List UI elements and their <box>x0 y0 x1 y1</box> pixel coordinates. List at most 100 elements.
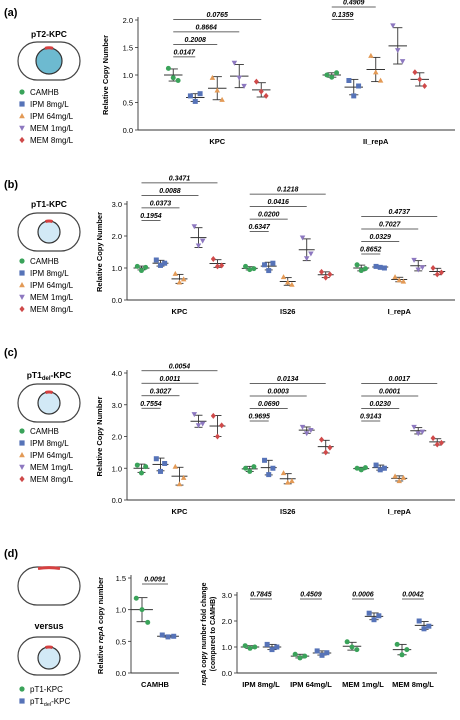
panel-c-plasmid-block: pT1del-KPC <box>17 370 81 423</box>
data-point <box>373 263 379 269</box>
plasmid-circle-c <box>37 391 61 415</box>
y-axis-label: Relative Copy Number <box>95 212 104 292</box>
legend-marker-2 <box>19 452 25 458</box>
p-value-label: 0.0003 <box>268 388 290 395</box>
data-point <box>270 260 276 266</box>
legend-panel-c: CAMHB IPM 8mg/L IPM 64mg/L MEM 1mg/L MEM 8mg… <box>19 427 74 484</box>
data-point <box>426 623 432 629</box>
data-point <box>430 435 436 442</box>
data-point <box>297 655 303 661</box>
data-point <box>377 77 384 83</box>
data-point <box>176 279 183 285</box>
data-point <box>280 470 287 476</box>
data-point <box>422 83 428 89</box>
x-category-label: II_repA <box>363 137 389 146</box>
y-tick-label: 1.0 <box>112 264 122 273</box>
y-axis-label-italic: repA <box>201 670 208 686</box>
legend-label-3: MEM 1mg/L <box>30 293 74 302</box>
y-tick-label: 3.0 <box>222 591 232 600</box>
data-point <box>415 431 421 437</box>
data-point <box>373 69 379 75</box>
chart-panel-d1: 0.0 0.5 1.0 1.5 Relative repA copy number CAM… <box>96 574 179 689</box>
data-point <box>430 265 436 271</box>
data-point <box>191 224 198 230</box>
panel-letter-d: (d) <box>4 548 18 560</box>
p-value-label: 0.8664 <box>196 24 218 31</box>
data-point <box>292 651 298 657</box>
p-value-label: 0.7027 <box>379 222 402 229</box>
data-point <box>266 268 272 274</box>
data-point <box>252 644 258 650</box>
data-point <box>153 456 159 462</box>
legend-marker-0 <box>19 428 25 434</box>
p-value-label: 0.4509 <box>300 592 322 599</box>
data-point <box>247 267 253 273</box>
data-point <box>411 257 417 263</box>
panel-letter-b: (b) <box>4 179 18 191</box>
data-point <box>314 648 320 654</box>
data-point <box>199 238 206 244</box>
data-point <box>214 87 220 93</box>
data-point <box>323 449 329 456</box>
data-point <box>143 264 149 270</box>
data-point <box>138 268 144 274</box>
data-point <box>395 48 401 54</box>
data-point <box>162 460 168 466</box>
legend-label-0: CAMHB <box>30 427 59 436</box>
data-point <box>373 462 379 468</box>
data-point <box>172 270 179 276</box>
data-point <box>162 260 168 266</box>
legend-marker-4 <box>19 305 25 313</box>
legend-marker-4 <box>19 475 25 483</box>
chart-panel-c: 0.0 1.0 2.0 3.0 4.0 Relative Copy Number KPC 0.… <box>95 363 455 516</box>
y-tick-label: 0.0 <box>112 296 122 305</box>
legend-label-2: IPM 64mg/L <box>30 451 74 460</box>
legend-marker-1 <box>19 440 25 446</box>
legend-marker-0 <box>19 89 25 95</box>
y-tick-label: 0.0 <box>112 496 122 505</box>
p-value-label: 0.7554 <box>140 401 162 408</box>
cell-outline-d-top <box>17 566 81 606</box>
x-category-label: IPM 64mg/L <box>290 680 332 689</box>
data-point <box>251 464 257 470</box>
p-value-label: 0.0690 <box>258 401 280 408</box>
kpc-insert-d-top <box>37 566 61 570</box>
y-tick-label: 0.5 <box>116 637 126 646</box>
p-value-label: 0.2008 <box>185 37 207 44</box>
data-point <box>269 647 275 653</box>
x-category-label: IS26 <box>280 507 295 516</box>
data-point <box>236 75 242 81</box>
data-point <box>197 91 203 97</box>
data-point <box>157 468 163 474</box>
p-value-label: 0.1954 <box>140 213 162 220</box>
panel-letter-a: (a) <box>4 7 18 19</box>
plasmid-circle-d <box>37 646 61 670</box>
data-point <box>394 641 400 647</box>
data-point <box>247 645 253 651</box>
data-point <box>376 613 382 619</box>
panel-b-plasmid-block: pT1-KPC <box>17 199 81 252</box>
data-point <box>175 78 181 83</box>
data-point <box>319 436 325 443</box>
data-point <box>308 428 314 434</box>
chart-panel-d2: 0.0 1.0 2.0 3.0 repA copy number fold change… <box>201 582 437 689</box>
data-point <box>356 83 362 89</box>
data-point <box>327 444 333 451</box>
data-point <box>396 478 402 484</box>
legend-marker-2 <box>19 282 25 288</box>
data-point <box>145 619 151 625</box>
data-point <box>199 421 206 427</box>
data-point <box>396 277 402 283</box>
data-point <box>362 465 368 471</box>
data-point <box>231 60 238 66</box>
legend-label-3: MEM 1mg/L <box>30 463 74 472</box>
p-value-label: 0.3471 <box>169 175 191 182</box>
data-point <box>171 633 177 639</box>
legend-marker-3 <box>19 125 25 131</box>
data-point <box>270 465 276 471</box>
kpc-insert-b <box>45 219 53 224</box>
legend-label-part: -KPC <box>51 697 70 706</box>
legend-marker-0 <box>19 686 25 692</box>
y-axis-label: Relative Copy Number <box>101 35 110 115</box>
data-point <box>274 644 280 650</box>
